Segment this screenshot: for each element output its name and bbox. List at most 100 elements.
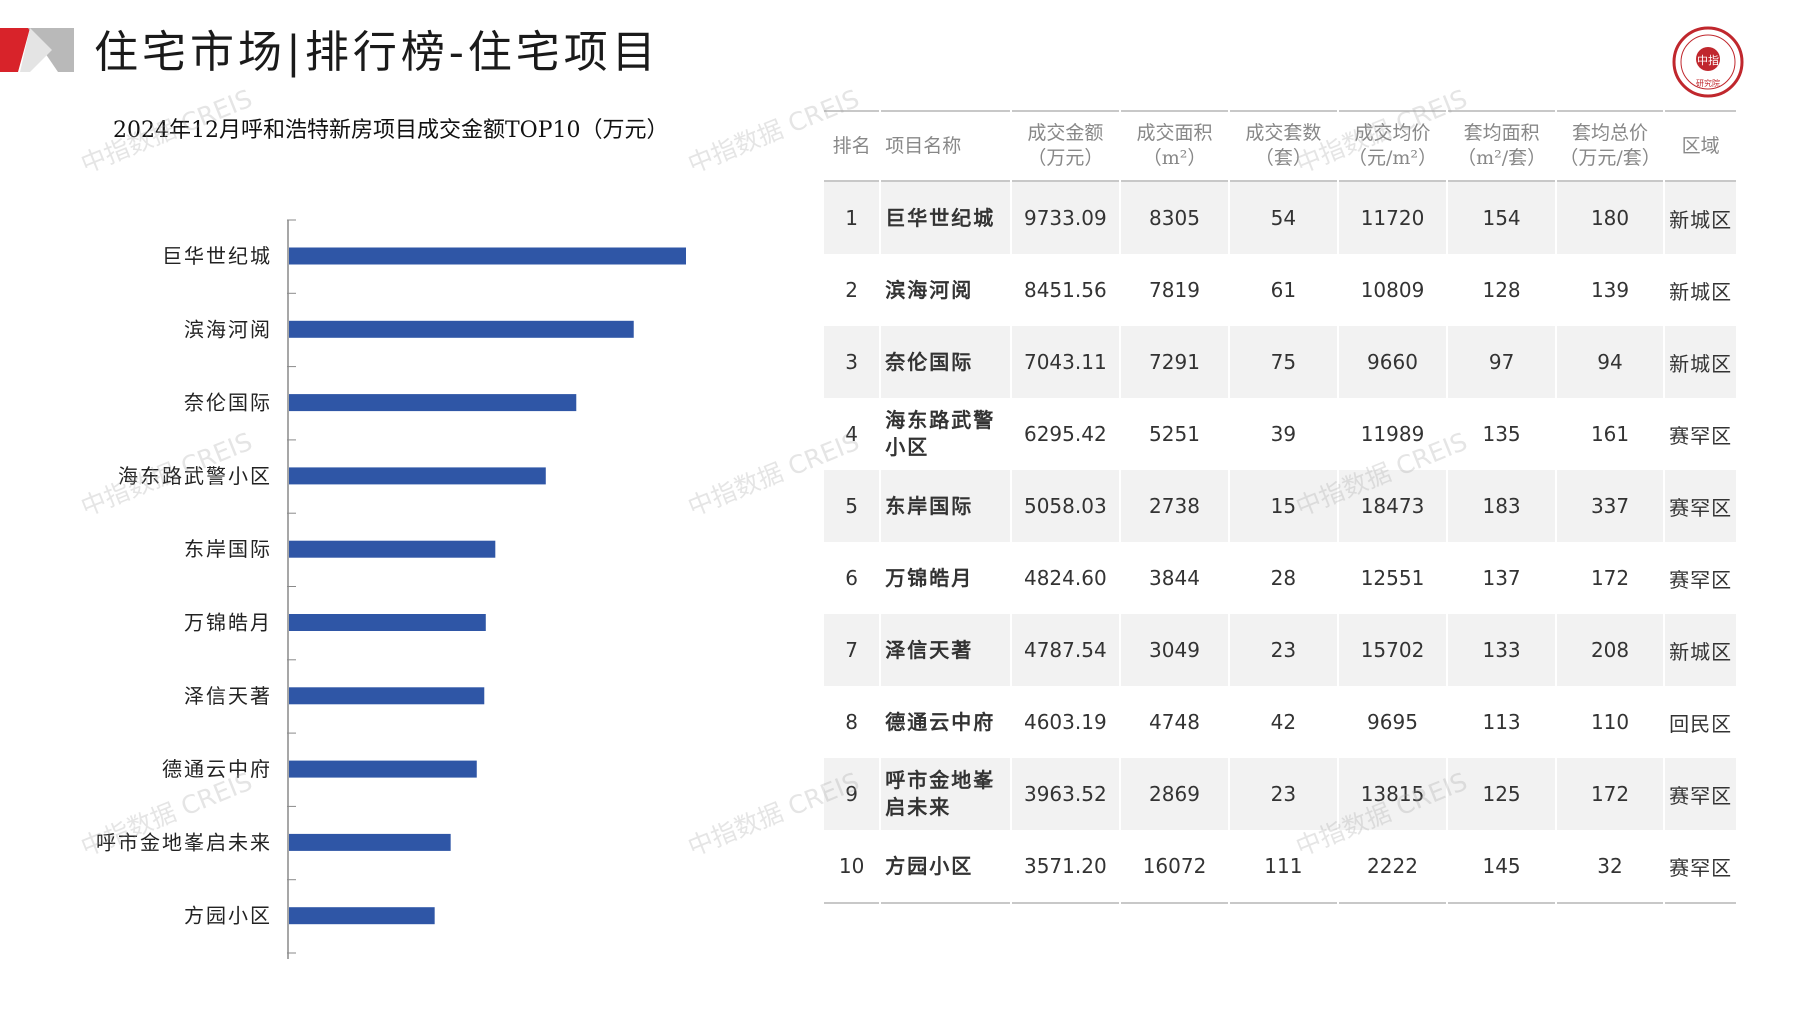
bar [289,614,486,631]
table-cell: 10 [824,830,880,904]
table-cell: 23 [1229,614,1337,686]
table-cell: 4787.54 [1011,614,1120,686]
table-cell: 54 [1229,182,1337,254]
table-cell: 4603.19 [1023,710,1107,734]
column-header: 套均面积 （m²/套） [1448,110,1555,182]
district-cell: 赛罕区 [1669,567,1733,592]
bar [289,540,496,558]
table-cell: 3049 [1121,614,1228,686]
table-cell: 183 [1448,470,1555,542]
table-cell: 2869 [1121,758,1228,830]
project-name-cell: 万锦皓月 [885,565,974,590]
table-cell: 8451.56 [1023,278,1107,302]
bar [289,907,435,925]
district-cell: 赛罕区 [1665,830,1736,904]
column-header: 排名 [824,110,880,182]
table-cell: 180 [1556,182,1664,254]
table-cell: 125 [1448,758,1555,830]
brand-logo-shape [0,28,74,72]
table-cell: 111 [1229,830,1337,904]
table-cell: 2222 [1338,830,1447,904]
project-name-cell: 呼市金地峯启未来 [881,758,1010,830]
table-cell: 15 [1229,470,1337,542]
table-cell: 8305 [1121,182,1228,254]
table-cell: 113 [1482,710,1521,734]
table-cell: 110 [1590,710,1630,734]
ranking-table: 排名 项目名称 成交金额 （万元） 成交面积 （m²） 成交套数 （套） 成交均价 （元/m²）套… [822,110,1738,904]
table-cell: 208 [1556,614,1664,686]
table-header-row: 排名 项目名称 成交金额 （万元） 成交面积 （m²） 成交套数 （套） 成交均价 （元/m²）套… [824,110,1736,182]
table-cell: 145 [1448,830,1555,904]
table-cell: 12551 [1360,566,1425,590]
project-name-cell: 巨华世纪城 [881,182,1010,254]
table-row: 7 泽信天著 4787.54 3049 23 15702 133 208 新城区 [824,614,1736,686]
project-name-cell: 方园小区 [881,830,1010,904]
column-header: 区域 [1665,110,1736,182]
category-label: 德通云中府 [162,757,272,781]
column-header: 成交金额 （万元） [1011,110,1120,182]
district-cell: 新城区 [1665,614,1736,686]
table-cell: 15702 [1338,614,1447,686]
bar [289,833,451,851]
table-cell: 139 [1590,278,1630,302]
table-cell: 9695 [1367,710,1418,734]
academy-seal-icon: 中指 研究院 [1672,26,1744,98]
table-cell: 3963.52 [1011,758,1120,830]
table-cell: 16072 [1121,830,1228,904]
table-row: 4 海东路武警小区 6295.42 5251 39 11989 135 161 赛罕区 [824,398,1736,470]
table-cell: 32 [1556,830,1664,904]
project-name-cell: 东岸国际 [881,470,1010,542]
column-header: 成交套数 （套） [1229,110,1337,182]
table-cell: 337 [1556,470,1664,542]
table-cell: 3571.20 [1011,830,1120,904]
table-cell: 11989 [1360,422,1425,446]
project-name-cell: 滨海河阅 [885,277,974,302]
table-cell: 5 [824,470,880,542]
category-label: 奈伦国际 [184,391,272,415]
table-cell: 18473 [1338,470,1447,542]
table-cell: 11720 [1338,182,1447,254]
table-cell: 7 [824,614,880,686]
table-cell: 97 [1448,326,1555,398]
table-cell: 3 [824,326,880,398]
bar [289,687,485,705]
bar [289,320,634,338]
bar [289,394,577,412]
table-cell: 9 [824,758,880,830]
project-name-cell: 德通云中府 [885,709,996,734]
district-cell: 新城区 [1665,326,1736,398]
table-body: 1 巨华世纪城 9733.09 8305 54 11720 154 180 新城区 2 滨海河阅 84… [824,182,1736,904]
table-row: 2 滨海河阅 8451.56 7819 61 10809 128 139 新城区 [824,254,1736,326]
table-row: 10 方园小区 3571.20 16072 111 2222 145 32 赛罕区 [824,830,1736,904]
category-label: 呼市金地峯启未来 [96,830,272,854]
category-label: 滨海河阅 [184,317,272,341]
column-header: 成交面积 （m²） [1121,110,1228,182]
category-label: 方园小区 [184,904,272,928]
table-cell: 75 [1229,326,1337,398]
table-cell: 94 [1556,326,1664,398]
table-cell: 6 [845,566,858,590]
project-name-cell: 海东路武警小区 [885,408,996,459]
bar [289,760,477,778]
table-row: 5 东岸国际 5058.03 2738 15 18473 183 337 赛罕区 [824,470,1736,542]
table-cell: 161 [1590,422,1630,446]
table-row: 8 德通云中府 4603.19 4748 42 9695 113 110 回民区 [824,686,1736,758]
chart-title: 2024年12月呼和浩特新房项目成交金额TOP10（万元） [113,118,669,143]
table-cell: 61 [1270,278,1297,302]
table-cell: 9733.09 [1011,182,1120,254]
table-cell: 42 [1270,710,1297,734]
page-title: 住宅市场|排行榜-住宅项目 [94,27,660,78]
category-label: 泽信天著 [184,684,272,708]
table-row: 6 万锦皓月 4824.60 3844 28 12551 137 172 赛罕区 [824,542,1736,614]
column-header: 项目名称 [881,110,1010,182]
column-header: 套均总价 （万元/套） [1556,110,1664,182]
table-cell: 154 [1448,182,1555,254]
table-cell: 9660 [1338,326,1447,398]
table-row: 1 巨华世纪城 9733.09 8305 54 11720 154 180 新城区 [824,182,1736,254]
table-cell: 1 [824,182,880,254]
table-cell: 137 [1482,566,1521,590]
bar [289,247,686,265]
table-cell: 10809 [1360,278,1425,302]
table-cell: 6295.42 [1023,422,1107,446]
bar-chart: 巨华世纪城滨海河阅奈伦国际海东路武警小区东岸国际万锦皓月泽信天著德通云中府呼市金… [96,219,686,959]
